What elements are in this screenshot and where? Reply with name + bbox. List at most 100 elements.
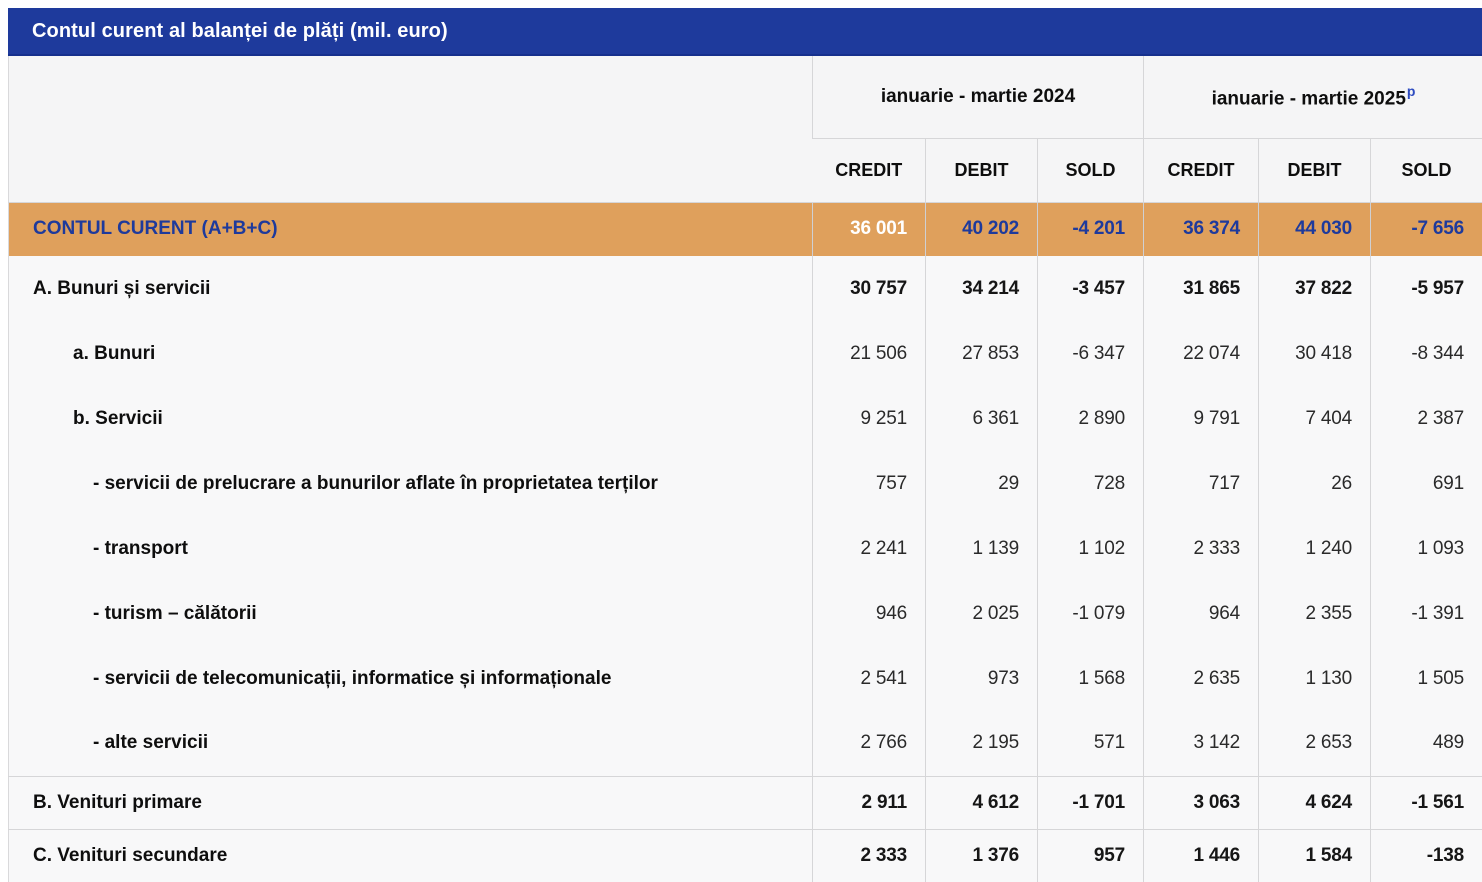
value-cell: 2 653	[1258, 711, 1371, 776]
row-contul-curent-total: CONTUL CURENT (A+B+C) 36 001 40 202 -4 2…	[8, 202, 1482, 256]
value-cell: -4 201	[1037, 202, 1144, 256]
value-cell: 6 361	[925, 386, 1038, 451]
value-cell: 973	[925, 646, 1038, 711]
value-cell: 4 624	[1258, 775, 1371, 829]
value-cell: 2 355	[1258, 581, 1371, 646]
table-header: ianuarie - martie 2024 ianuarie - martie…	[8, 56, 1482, 203]
col-header-credit-2024: CREDIT	[812, 138, 926, 203]
header-corner-cell	[8, 56, 813, 203]
value-cell: 964	[1143, 581, 1259, 646]
period-2024-header: ianuarie - martie 2024	[812, 56, 1144, 139]
value-cell: 29	[925, 451, 1038, 516]
value-cell: -138	[1369, 828, 1482, 882]
value-cell: 1 584	[1258, 828, 1371, 882]
value-cell: 2 911	[812, 775, 926, 829]
value-cell: 21 506	[812, 321, 926, 386]
period-2025-header: ianuarie - martie 2025p	[1142, 56, 1482, 139]
table-body: CONTUL CURENT (A+B+C) 36 001 40 202 -4 2…	[8, 202, 1482, 882]
value-cell: 571	[1037, 711, 1144, 776]
col-header-debit-2024: DEBIT	[925, 138, 1038, 203]
row-label: - transport	[8, 516, 813, 581]
row-label: - servicii de prelucrare a bunurilor afl…	[8, 451, 813, 516]
value-cell: 717	[1143, 451, 1259, 516]
row-bunuri: a. Bunuri 21 506 27 853 -6 347 22 074 30…	[8, 321, 1482, 386]
balance-of-payments-table: ianuarie - martie 2024 ianuarie - martie…	[8, 56, 1482, 882]
value-cell: 1 240	[1258, 516, 1371, 581]
value-cell: -1 079	[1037, 581, 1144, 646]
value-cell: 3 063	[1143, 775, 1259, 829]
provisional-superscript: p	[1406, 82, 1416, 99]
value-cell: 36 001	[812, 202, 926, 256]
value-cell: 2 025	[925, 581, 1038, 646]
value-cell: 1 568	[1037, 646, 1144, 711]
row-label: A. Bunuri și servicii	[8, 256, 813, 321]
value-cell: -1 391	[1369, 581, 1482, 646]
row-label: B. Venituri primare	[8, 775, 813, 829]
row-alte-servicii: - alte servicii 2 766 2 195 571 3 142 2 …	[8, 711, 1482, 776]
value-cell: 728	[1037, 451, 1144, 516]
value-cell: 1 505	[1369, 646, 1482, 711]
value-cell: 40 202	[925, 202, 1038, 256]
value-cell: 2 635	[1143, 646, 1259, 711]
col-header-credit-2025: CREDIT	[1143, 138, 1259, 203]
value-cell: 2 766	[812, 711, 926, 776]
value-cell: 44 030	[1258, 202, 1371, 256]
table-title-bar: Contul curent al balanței de plăți (mil.…	[8, 8, 1482, 56]
value-cell: 1 102	[1037, 516, 1144, 581]
value-cell: 691	[1369, 451, 1482, 516]
col-header-sold-2024: SOLD	[1037, 138, 1144, 203]
value-cell: 2 333	[812, 828, 926, 882]
row-transport: - transport 2 241 1 139 1 102 2 333 1 24…	[8, 516, 1482, 581]
period-2025-label: ianuarie - martie 2025	[1211, 87, 1406, 109]
value-cell: 1 130	[1258, 646, 1371, 711]
value-cell: 9 791	[1143, 386, 1259, 451]
value-cell: -3 457	[1037, 256, 1144, 321]
row-label: - turism – călătorii	[8, 581, 813, 646]
row-turism-calatorii: - turism – călătorii 946 2 025 -1 079 96…	[8, 581, 1482, 646]
row-label: - servicii de telecomunicații, informati…	[8, 646, 813, 711]
row-venituri-primare: B. Venituri primare 2 911 4 612 -1 701 3…	[8, 775, 1482, 829]
value-cell: -1 561	[1369, 775, 1482, 829]
value-cell: 489	[1369, 711, 1482, 776]
col-header-sold-2025: SOLD	[1369, 138, 1482, 203]
row-label: - alte servicii	[8, 711, 813, 776]
value-cell: 7 404	[1258, 386, 1371, 451]
row-servicii-prelucrare: - servicii de prelucrare a bunurilor afl…	[8, 451, 1482, 516]
value-cell: 3 142	[1143, 711, 1259, 776]
column-header-row: CREDIT DEBIT SOLD CREDIT DEBIT SOLD	[9, 138, 1482, 203]
value-cell: 1 093	[1369, 516, 1482, 581]
row-venituri-secundare: C. Venituri secundare 2 333 1 376 957 1 …	[8, 828, 1482, 882]
value-cell: 34 214	[925, 256, 1038, 321]
col-header-debit-2025: DEBIT	[1258, 138, 1371, 203]
value-cell: 27 853	[925, 321, 1038, 386]
value-cell: 1 139	[925, 516, 1038, 581]
value-cell: 9 251	[812, 386, 926, 451]
value-cell: 2 387	[1369, 386, 1482, 451]
value-cell: -7 656	[1369, 202, 1482, 256]
value-cell: 2 890	[1037, 386, 1144, 451]
value-cell: 2 541	[812, 646, 926, 711]
value-cell: 2 333	[1143, 516, 1259, 581]
value-cell: 36 374	[1143, 202, 1259, 256]
row-telecomunicatii: - servicii de telecomunicații, informati…	[8, 646, 1482, 711]
period-2024-label: ianuarie - martie 2024	[880, 85, 1076, 107]
row-label: C. Venituri secundare	[8, 828, 813, 882]
row-bunuri-si-servicii: A. Bunuri și servicii 30 757 34 214 -3 4…	[8, 256, 1482, 321]
row-label: a. Bunuri	[8, 321, 813, 386]
value-cell: 37 822	[1258, 256, 1371, 321]
value-cell: 30 757	[812, 256, 926, 321]
value-cell: 26	[1258, 451, 1371, 516]
value-cell: 2 195	[925, 711, 1038, 776]
value-cell: -6 347	[1037, 321, 1144, 386]
value-cell: -5 957	[1369, 256, 1482, 321]
value-cell: -8 344	[1369, 321, 1482, 386]
value-cell: 31 865	[1143, 256, 1259, 321]
row-label: b. Servicii	[8, 386, 813, 451]
value-cell: -1 701	[1037, 775, 1144, 829]
value-cell: 1 446	[1143, 828, 1259, 882]
value-cell: 22 074	[1143, 321, 1259, 386]
value-cell: 757	[812, 451, 926, 516]
value-cell: 2 241	[812, 516, 926, 581]
value-cell: 957	[1037, 828, 1144, 882]
